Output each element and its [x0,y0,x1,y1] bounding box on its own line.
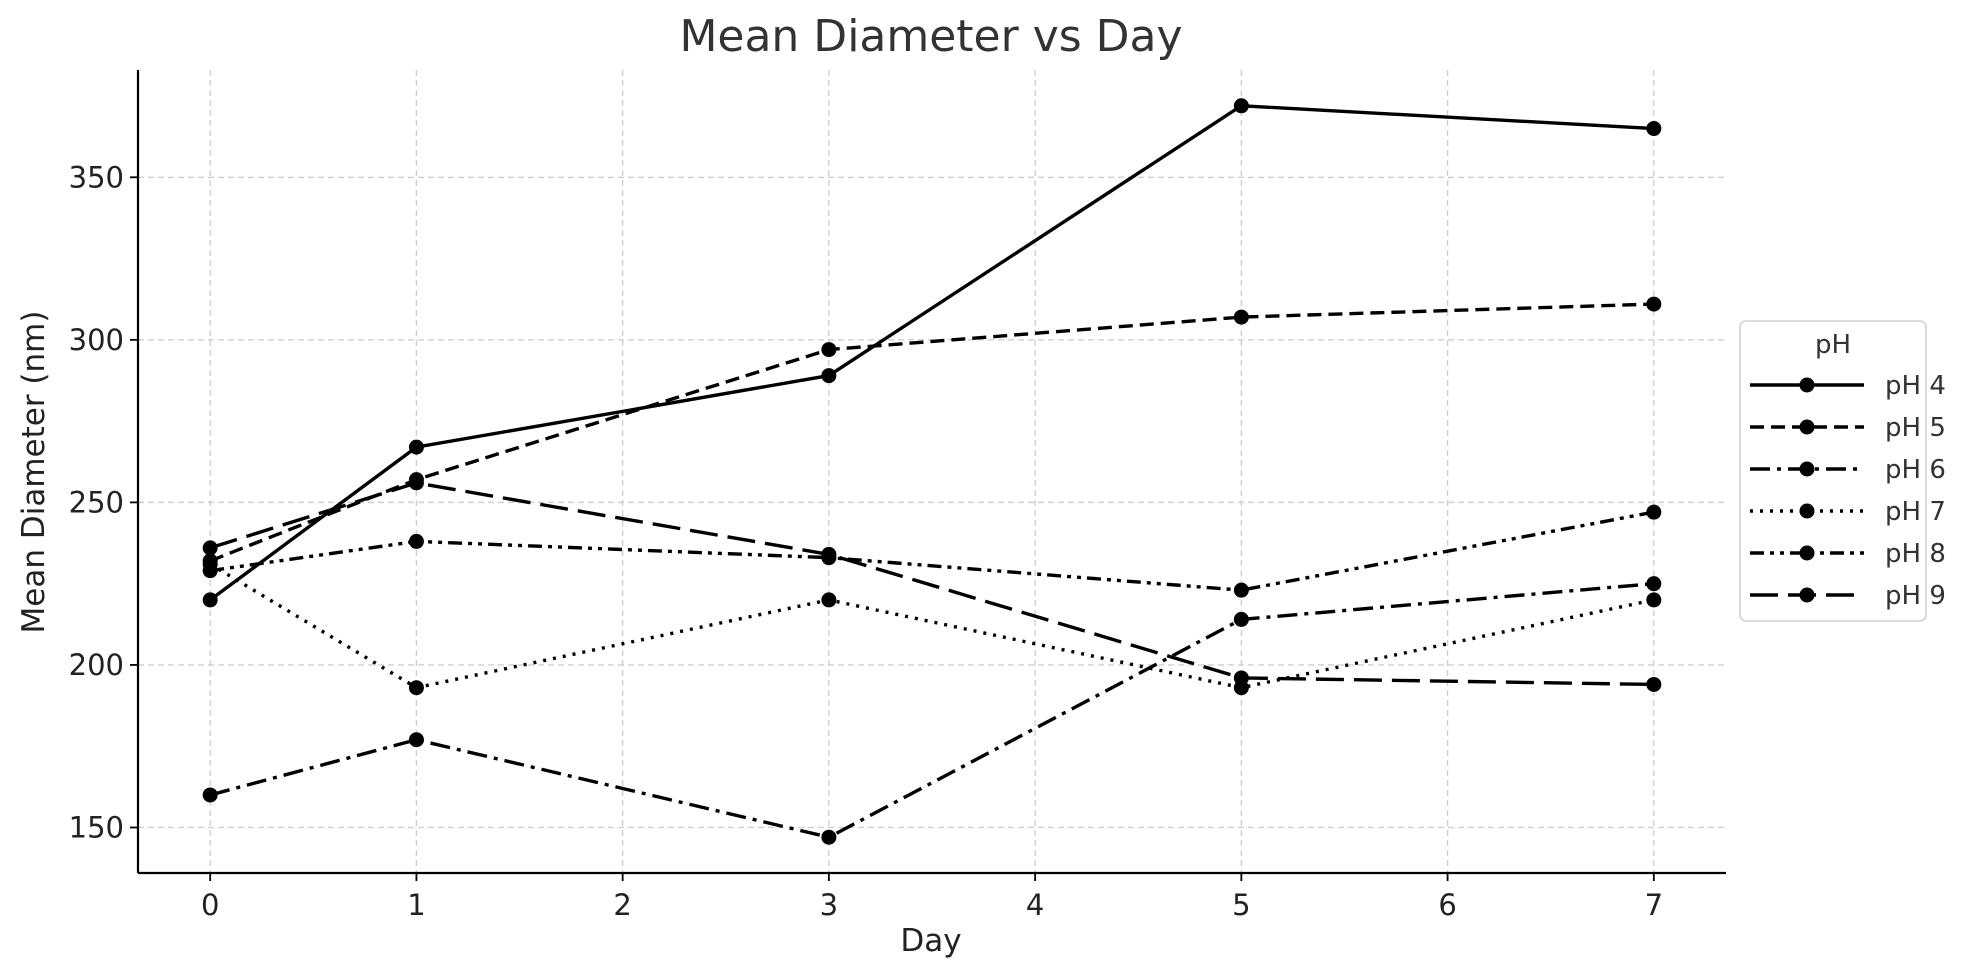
data-point-ph-9 [408,475,424,491]
y-ticks: 150 200 250 300 350 [69,160,138,844]
legend-item-ph-6: pH 6 [1750,455,1946,485]
series-line-ph-8 [209,510,1655,592]
legend-marker [1799,377,1815,393]
data-point-ph-4 [1233,98,1249,114]
series-ph-6 [202,576,1662,845]
y-axis-label: Mean Diameter (nm) [16,311,52,634]
legend-item-ph-7: pH 7 [1750,497,1946,527]
data-point-ph-6 [821,829,837,845]
series-ph-7 [202,556,1662,696]
series-group [202,98,1662,845]
legend-marker [1799,545,1815,561]
data-point-ph-7 [1646,592,1662,608]
legend-item-ph-9: pH 9 [1750,581,1946,611]
y-tick-label: 350 [69,160,124,194]
data-point-ph-9 [821,546,837,562]
data-point-ph-7 [821,592,837,608]
legend-item-ph-5: pH 5 [1750,413,1946,443]
x-tick-label: 5 [1232,888,1250,922]
data-point-ph-5 [821,342,837,358]
data-point-ph-8 [202,563,218,579]
data-point-ph-9 [1646,676,1662,692]
series-line-ph-6 [209,581,1654,840]
legend-label: pH 8 [1885,539,1946,569]
data-point-ph-8 [1233,582,1249,598]
data-point-ph-8 [1646,504,1662,520]
series-ph-5 [202,296,1662,569]
chart-title: Mean Diameter vs Day [679,11,1182,62]
data-point-ph-4 [408,439,424,455]
x-tick-label: 4 [1026,888,1044,922]
legend-marker [1799,503,1815,519]
legend-marker [1799,587,1815,603]
legend-label: pH 6 [1885,455,1946,485]
data-point-ph-5 [1646,296,1662,312]
legend-label: pH 7 [1885,497,1946,527]
legend: pH pH 4 pH 5 pH 6 pH 7 pH 8 pH 9 [1739,320,1946,622]
series-line-ph-5 [209,302,1654,563]
data-point-ph-4 [821,368,837,384]
series-ph-4 [202,98,1662,608]
data-point-ph-8 [408,533,424,549]
x-tick-label: 6 [1438,888,1456,922]
series-line-ph-4 [209,104,1654,602]
series-ph-9 [202,475,1662,692]
data-point-ph-6 [1233,611,1249,627]
legend-marker [1799,461,1815,477]
data-point-ph-4 [1646,121,1662,137]
grid [138,70,1726,873]
y-tick-label: 250 [69,485,124,519]
data-point-ph-5 [1233,309,1249,325]
x-tick-label: 3 [820,888,838,922]
x-tick-label: 2 [613,888,631,922]
y-tick-label: 200 [69,648,124,682]
legend-box [1739,320,1927,622]
legend-marker [1799,419,1815,435]
x-tick-label: 0 [201,888,219,922]
data-point-ph-4 [202,592,218,608]
y-tick-label: 150 [69,810,124,844]
data-point-ph-7 [408,680,424,696]
legend-label: pH 4 [1885,371,1946,401]
data-point-ph-9 [202,540,218,556]
data-point-ph-6 [202,787,218,803]
legend-item-ph-4: pH 4 [1750,371,1946,401]
x-ticks: 0 1 2 3 4 5 6 7 [201,873,1663,922]
x-tick-label: 1 [407,888,425,922]
x-tick-label: 7 [1645,888,1663,922]
legend-item-ph-8: pH 8 [1750,539,1946,569]
legend-label: pH 5 [1885,413,1946,443]
series-line-ph-7 [209,562,1655,690]
data-point-ph-6 [408,732,424,748]
series-line-ph-9 [209,481,1654,687]
y-tick-label: 300 [69,323,124,357]
legend-label: pH 9 [1885,581,1946,611]
legend-title: pH [1815,330,1851,360]
data-point-ph-9 [1233,670,1249,686]
data-point-ph-6 [1646,576,1662,592]
x-axis-label: Day [900,923,961,959]
